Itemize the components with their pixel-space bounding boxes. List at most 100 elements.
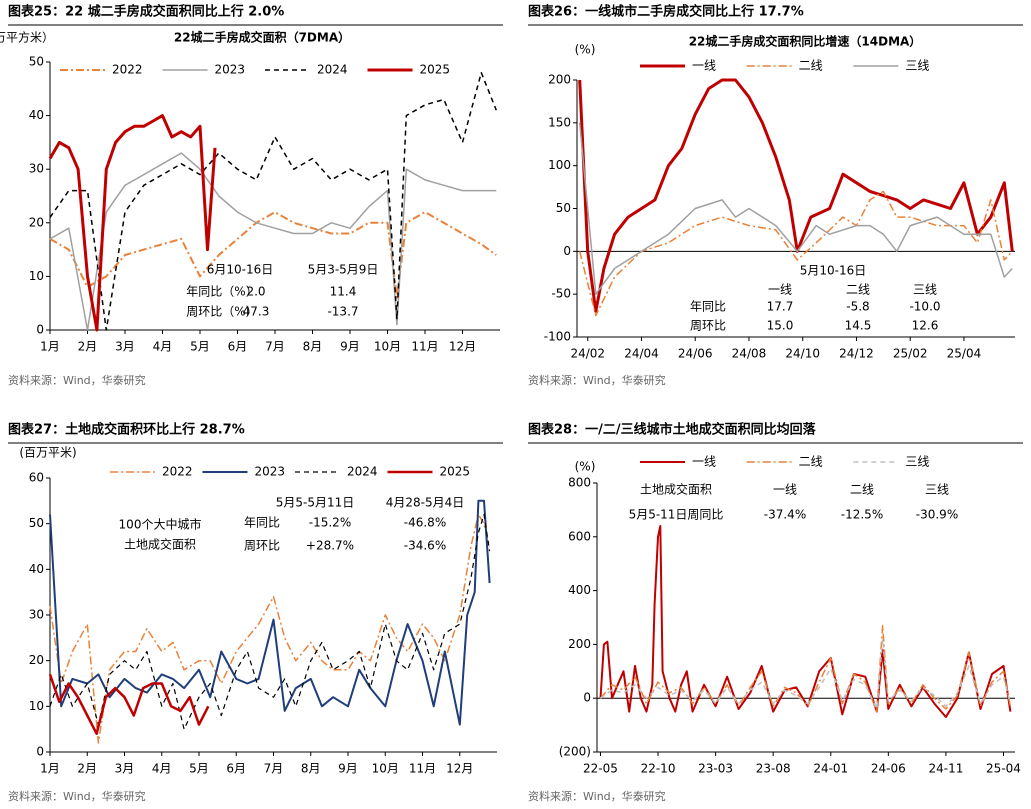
annotation: 4月28-5月4日 <box>386 496 465 510</box>
x-tick-label: 24-11 <box>928 762 963 776</box>
y-tick-label: 20 <box>29 653 44 667</box>
x-tick-label: 2月 <box>78 340 98 354</box>
annotation: -13.7 <box>327 305 358 319</box>
series-line <box>49 513 491 730</box>
x-tick-label: 6月 <box>228 340 248 354</box>
source: 资料来源：Wind，华泰研究 <box>528 373 666 387</box>
legend-label: 一线 <box>692 455 716 469</box>
legend-label: 三线 <box>905 59 929 73</box>
annotation: -46.8% <box>404 516 446 530</box>
x-tick-label: 4月 <box>152 762 172 776</box>
annotation: 一线 <box>768 283 792 297</box>
y-tick-label: (200) <box>559 745 591 759</box>
unit-label: (%) <box>575 460 596 474</box>
x-tick-label: 12月 <box>446 762 473 776</box>
annotation: 二线 <box>846 283 870 297</box>
y-tick-label: 100 <box>548 158 571 172</box>
annotation: -12.5% <box>841 508 883 522</box>
annotation: 6月10-16日 <box>207 263 274 277</box>
series-line <box>48 673 210 735</box>
x-tick-label: 5月 <box>190 340 210 354</box>
x-tick-label: 22-10 <box>641 762 676 776</box>
annotation: 11.4 <box>330 285 357 299</box>
annotation: 周环比 <box>244 539 280 553</box>
series-line <box>578 190 1013 317</box>
legend-label: 2023 <box>215 63 246 77</box>
annotation: 三线 <box>925 483 949 497</box>
y-tick-label: 200 <box>568 637 591 651</box>
unit-label: (百万平米) <box>19 446 76 460</box>
y-tick-label: 50 <box>29 516 44 530</box>
annotation: -15.2% <box>309 516 351 530</box>
annotation: 土地成交面积 <box>640 482 712 497</box>
source: 资料来源：Wind，华泰研究 <box>8 789 146 803</box>
x-tick-label: 1月 <box>40 762 60 776</box>
annotation: 12.6 <box>912 319 939 333</box>
x-tick-label: 1月 <box>40 340 60 354</box>
y-tick-label: 0 <box>583 691 591 705</box>
annotation: 5月5-11日周同比 <box>629 508 724 522</box>
x-tick-label: 10月 <box>374 340 401 354</box>
x-tick-label: 11月 <box>409 762 436 776</box>
legend-label: 2022 <box>162 465 193 479</box>
legend-label: 2022 <box>112 63 143 77</box>
series-line <box>49 499 491 726</box>
x-tick-label: 24-01 <box>813 762 848 776</box>
annotation: 15.0 <box>767 319 794 333</box>
y-tick-label: 0 <box>563 244 571 258</box>
x-tick-label: 24/06 <box>678 347 713 361</box>
annotation: -30.9% <box>916 508 958 522</box>
panel-heading: 图表28：一/二/三线城市土地成交面积同比均回落 <box>528 422 817 438</box>
series-line <box>599 525 1012 718</box>
x-tick-label: 11月 <box>411 340 438 354</box>
x-tick-label: 3月 <box>115 340 135 354</box>
y-tick-label: -100 <box>544 330 571 344</box>
unit-label: （万平方米） <box>0 30 54 45</box>
y-tick-label: 50 <box>556 201 571 215</box>
annotation: 年同比 <box>244 516 280 530</box>
series-line <box>600 638 1012 710</box>
y-tick-label: 40 <box>29 562 44 576</box>
x-tick-label: 24/10 <box>785 347 820 361</box>
x-tick-label: 5月 <box>189 762 209 776</box>
x-tick-label: 7月 <box>264 762 284 776</box>
x-tick-label: 24/12 <box>839 347 874 361</box>
x-tick-label: 24/04 <box>624 347 659 361</box>
chart-title: 22城二手房成交面积同比增速（14DMA） <box>689 34 922 49</box>
annotation: 17.7 <box>767 300 794 314</box>
x-tick-label: 7月 <box>265 340 285 354</box>
legend-label: 二线 <box>799 455 823 469</box>
annotation: 5月10-16日 <box>800 264 867 278</box>
legend-label: 2023 <box>255 465 286 479</box>
x-tick-label: 24/02 <box>570 347 605 361</box>
source: 资料来源：Wind，华泰研究 <box>528 789 666 803</box>
x-tick-label: 8月 <box>301 762 321 776</box>
x-tick-label: 10月 <box>372 762 399 776</box>
annotation: -37.4% <box>764 508 806 522</box>
annotation: 5月5-5月11日 <box>276 496 355 510</box>
legend-label: 三线 <box>905 455 929 469</box>
y-tick-label: -50 <box>551 287 571 301</box>
x-tick-label: 12月 <box>449 340 476 354</box>
annotation: 年同比 <box>690 300 726 314</box>
panel-heading: 图表25：22 城二手房成交面积同比上行 2.0% <box>8 4 284 20</box>
annotation: 2.0 <box>246 285 265 299</box>
y-tick-label: 800 <box>568 476 591 490</box>
series-line <box>578 122 1013 295</box>
x-tick-label: 25-04 <box>986 762 1021 776</box>
y-tick-label: 30 <box>29 608 44 622</box>
legend-label: 二线 <box>799 59 823 73</box>
y-tick-label: 30 <box>29 162 44 176</box>
annotation: -34.6% <box>404 539 446 553</box>
x-tick-label: 24/08 <box>732 347 767 361</box>
legend-label: 2025 <box>440 465 471 479</box>
y-tick-label: 20 <box>29 215 44 229</box>
annotation: 周环比 <box>690 319 726 333</box>
x-tick-label: 24-06 <box>871 762 906 776</box>
y-tick-label: 600 <box>568 529 591 543</box>
legend-label: 一线 <box>692 59 716 73</box>
y-tick-label: 0 <box>36 745 44 759</box>
x-tick-label: 23-03 <box>698 762 733 776</box>
y-tick-label: 400 <box>568 583 591 597</box>
x-tick-label: 25/02 <box>893 347 928 361</box>
